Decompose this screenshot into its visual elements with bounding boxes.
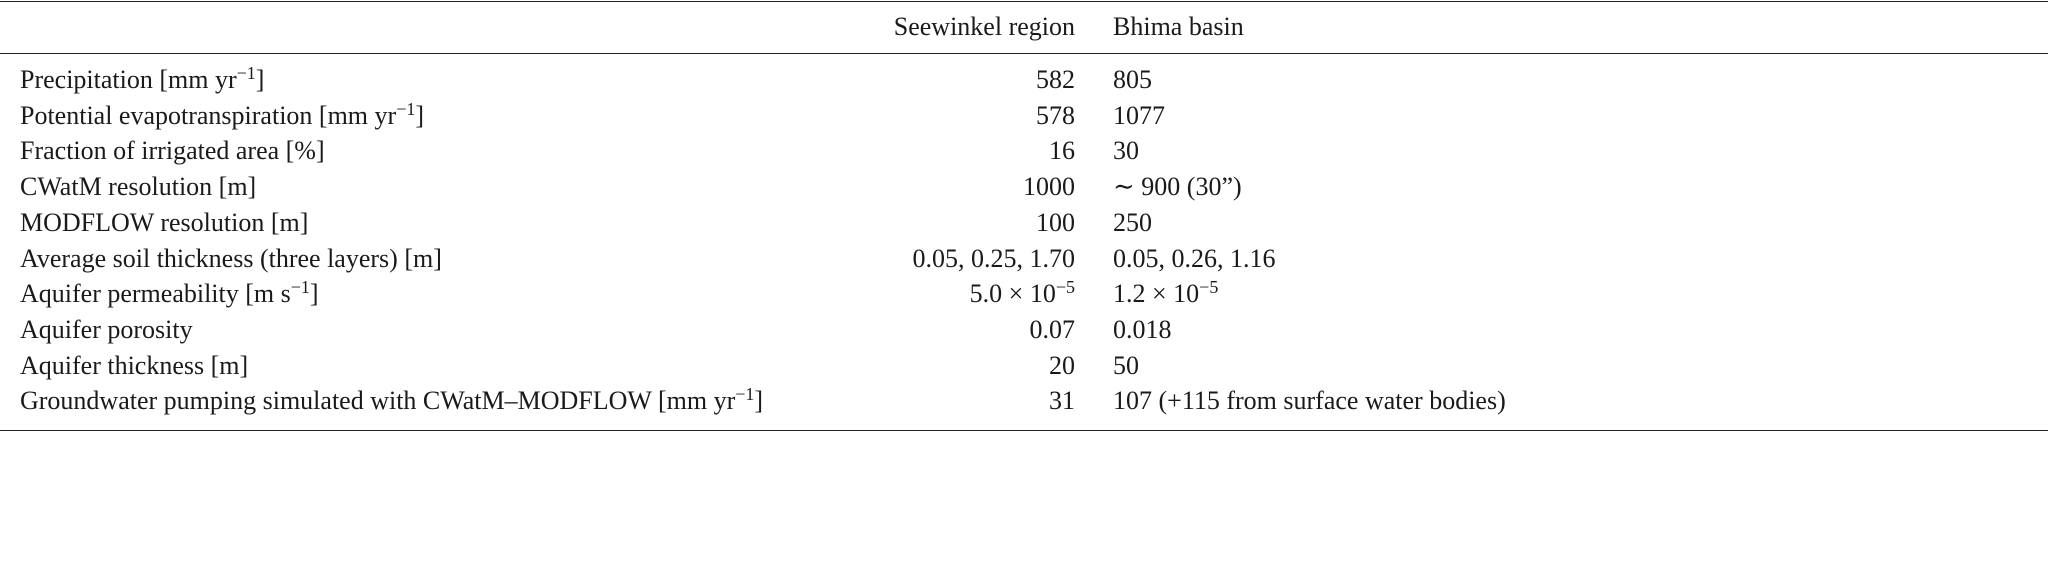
seewinkel-value: 16: [1049, 136, 1075, 166]
text-run: 1077: [1113, 100, 1165, 130]
superscript: −1: [236, 63, 256, 83]
text-run: ]: [754, 386, 764, 416]
bhima-value: 805: [1113, 65, 1152, 95]
superscript: −1: [396, 98, 416, 119]
header-rule: [0, 53, 2048, 54]
text-run: MODFLOW resolution [m]: [20, 207, 309, 237]
seewinkel-value: 31: [1049, 386, 1075, 416]
text-run: ]: [415, 100, 425, 130]
bhima-value: 1077: [1113, 101, 1165, 131]
text-run: 20: [1049, 350, 1075, 380]
row-label: Fraction of irrigated area [%]: [20, 136, 325, 166]
text-run: ∼ 900 (30”): [1113, 172, 1242, 202]
seewinkel-value: 0.07: [1030, 315, 1076, 345]
text-run: 0.05, 0.26, 1.16: [1113, 243, 1276, 273]
text-run: ]: [255, 65, 265, 94]
row-label: CWatM resolution [m]: [20, 172, 256, 202]
text-run: 100: [1036, 207, 1075, 237]
row-label: Groundwater pumping simulated with CWatM…: [20, 384, 764, 416]
row-label: Average soil thickness (three layers) [m…: [20, 244, 442, 274]
superscript: −5: [1199, 277, 1219, 298]
row-label: Potential evapotranspiration [mm yr−1]: [20, 98, 425, 131]
text-run: Aquifer permeability [m s: [20, 279, 291, 309]
text-run: 31: [1049, 386, 1075, 416]
text-run: CWatM resolution [m]: [20, 172, 257, 202]
row-label: Aquifer porosity: [20, 315, 193, 345]
top-rule: [0, 1, 2048, 2]
seewinkel-value: 1000: [1023, 172, 1075, 202]
text-run: Fraction of irrigated area [%]: [20, 136, 325, 166]
text-run: 805: [1113, 65, 1152, 94]
bhima-value: 0.018: [1113, 315, 1172, 345]
bottom-rule: [0, 430, 2048, 431]
row-label: MODFLOW resolution [m]: [20, 208, 308, 238]
seewinkel-value: 578: [1036, 101, 1075, 131]
text-run: 0.018: [1113, 314, 1172, 344]
text-run: 5.0 × 10: [969, 279, 1056, 309]
text-run: 582: [1036, 65, 1075, 94]
header-cell: Seewinkel region: [893, 12, 1075, 41]
text-run: ]: [309, 279, 319, 309]
seewinkel-value: 20: [1049, 351, 1075, 381]
row-label: Aquifer thickness [m]: [20, 351, 248, 381]
bhima-value: 30: [1113, 136, 1139, 166]
row-label: Aquifer permeability [m s−1]: [20, 277, 319, 309]
bhima-value: 0.05, 0.26, 1.16: [1113, 244, 1276, 274]
row-label: Precipitation [mm yr−1]: [20, 63, 265, 95]
superscript: −5: [1055, 277, 1075, 298]
bhima-value: ∼ 900 (30”): [1113, 172, 1242, 202]
seewinkel-value: 0.05, 0.25, 1.70: [913, 244, 1076, 274]
seewinkel-value: 100: [1036, 208, 1075, 238]
bhima-value: 107 (+115 from surface water bodies): [1113, 386, 1506, 416]
text-run: 0.07: [1029, 314, 1076, 344]
text-run: 1000: [1023, 172, 1075, 202]
superscript: −1: [290, 277, 310, 298]
text-run: 30: [1113, 136, 1139, 166]
bhima-value: 1.2 × 10−5: [1113, 277, 1219, 309]
superscript: −1: [735, 384, 755, 405]
header-cell: Bhima basin: [1113, 12, 1244, 41]
text-run: 107 (+115 from surface water bodies): [1113, 386, 1506, 416]
text-run: 50: [1113, 350, 1139, 380]
text-run: 0.05, 0.25, 1.70: [912, 243, 1076, 273]
bhima-value: 50: [1113, 351, 1139, 381]
text-run: Precipitation [mm yr: [20, 65, 237, 94]
text-run: Average soil thickness (three layers) [m…: [20, 243, 442, 273]
bhima-value: 250: [1113, 208, 1152, 238]
text-run: 578: [1036, 100, 1075, 130]
text-run: 250: [1113, 207, 1152, 237]
text-run: 1.2 × 10: [1113, 279, 1200, 309]
text-run: Potential evapotranspiration [mm yr: [20, 100, 397, 130]
seewinkel-value: 5.0 × 10−5: [969, 277, 1075, 309]
seewinkel-value: 582: [1036, 65, 1075, 95]
text-run: 16: [1049, 136, 1075, 166]
text-run: Aquifer thickness [m]: [20, 350, 249, 380]
text-run: Aquifer porosity: [20, 314, 193, 344]
text-run: Groundwater pumping simulated with CWatM…: [20, 386, 736, 416]
